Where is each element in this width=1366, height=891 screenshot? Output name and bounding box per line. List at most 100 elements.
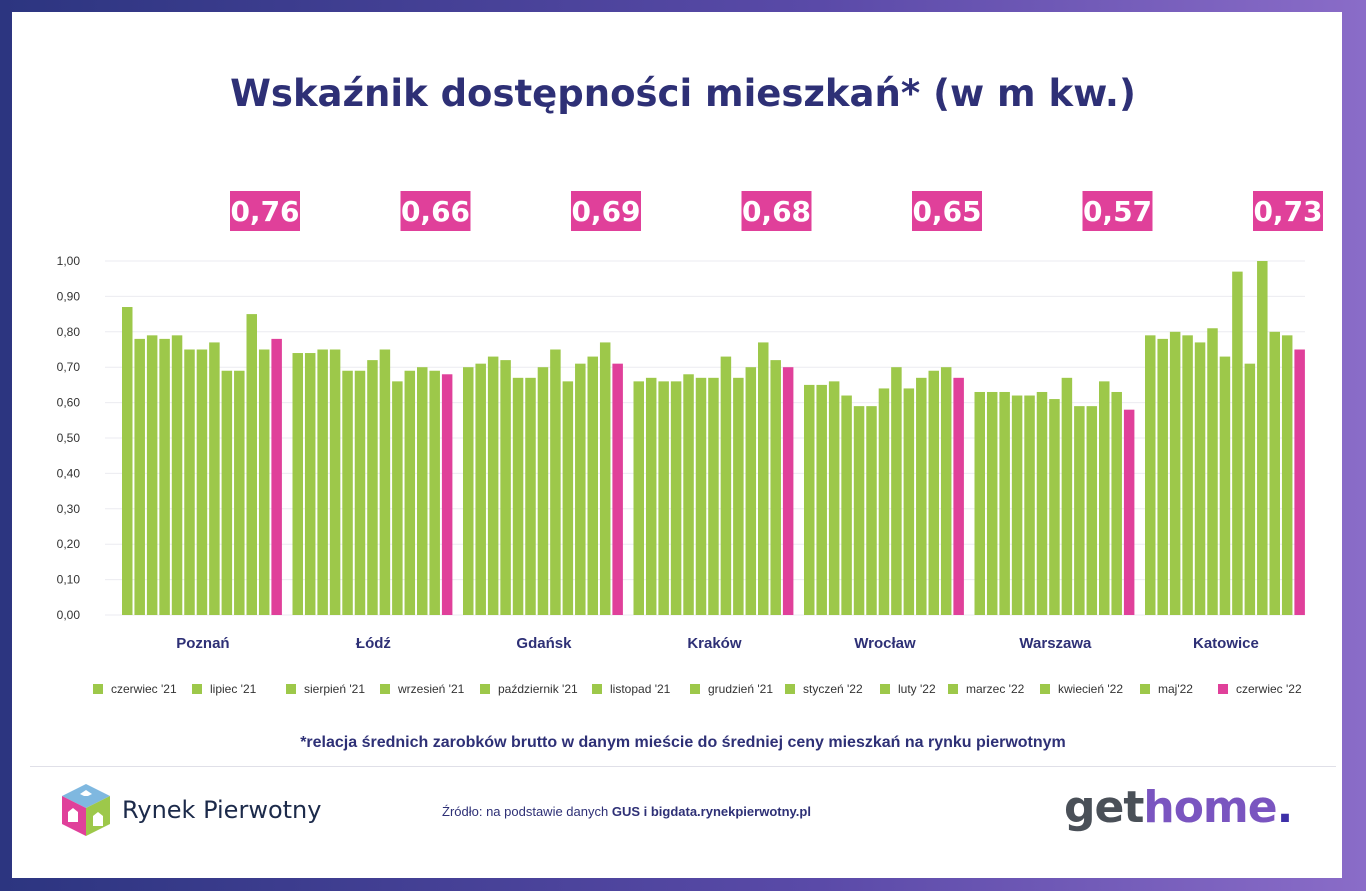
rynek-pierwotny-logo: Rynek Pierwotny [60, 782, 321, 838]
logo-text: Rynek Pierwotny [122, 796, 322, 824]
brand-dot: . [1276, 782, 1294, 833]
bar [670, 381, 682, 615]
bar [1232, 271, 1243, 615]
legend-label: kwiecień '22 [1058, 682, 1123, 696]
bar [683, 374, 694, 615]
bar [903, 388, 915, 615]
legend-label: grudzień '21 [708, 682, 773, 696]
bar [525, 377, 536, 615]
highlight-label-box [400, 191, 471, 231]
bar [782, 367, 794, 615]
bar [354, 370, 366, 615]
highlight-label: 0,68 [742, 195, 811, 228]
bar [441, 374, 453, 615]
bar [537, 367, 549, 615]
cube-logo-icon [62, 784, 110, 836]
x-category-label: Warszawa [1019, 635, 1092, 652]
legend-label: lipiec '21 [210, 682, 257, 696]
bar [367, 360, 378, 615]
y-tick-label: 0,00 [57, 608, 81, 622]
bar [234, 370, 245, 615]
x-category-label: Poznań [176, 635, 229, 652]
bar [804, 384, 815, 615]
legend-swatch [192, 684, 202, 694]
bar [196, 349, 208, 615]
legend-swatch [880, 684, 890, 694]
legend-label: sierpień '21 [304, 682, 365, 696]
legend-label: marzec '22 [966, 682, 1025, 696]
bar [928, 370, 939, 615]
legend-label: maj'22 [1158, 682, 1193, 696]
y-tick-label: 0,20 [57, 537, 81, 551]
legend-label: czerwiec '21 [111, 682, 177, 696]
bar [1099, 381, 1110, 615]
highlight-label-box [1082, 191, 1153, 231]
legend-label: listopad '21 [610, 682, 671, 696]
bar [500, 360, 511, 615]
bar [587, 356, 598, 615]
bar [1219, 356, 1231, 615]
y-tick-label: 0,80 [57, 325, 81, 339]
bar [1157, 338, 1168, 615]
x-category-label: Wrocław [854, 635, 916, 652]
bar [986, 391, 998, 615]
bar [1061, 377, 1073, 615]
source-names: GUS i bigdata.rynekpierwotny.pl [611, 804, 811, 819]
bar [512, 377, 524, 615]
bar [841, 395, 852, 615]
bar [940, 367, 952, 615]
bar [417, 367, 428, 615]
legend-swatch [690, 684, 700, 694]
bar [878, 388, 890, 615]
highlight-label: 0,65 [912, 195, 981, 228]
bar [562, 381, 574, 615]
bar [304, 353, 316, 615]
bar [134, 338, 145, 615]
y-tick-label: 0,70 [57, 360, 81, 374]
bar [292, 353, 303, 615]
bar [733, 377, 744, 615]
bar [745, 367, 757, 615]
y-tick-label: 0,60 [57, 396, 81, 410]
bar [1086, 406, 1098, 615]
bar [550, 349, 561, 615]
bar [317, 349, 328, 615]
legend-label: czerwiec '22 [1236, 682, 1302, 696]
bar [816, 384, 827, 615]
bar [916, 377, 927, 615]
highlight-label: 0,73 [1253, 195, 1322, 228]
bar [1281, 335, 1293, 615]
bar [1207, 328, 1218, 615]
legend-swatch [1140, 684, 1150, 694]
y-tick-label: 0,10 [57, 573, 81, 587]
y-tick-label: 0,30 [57, 502, 81, 516]
highlight-label-box [912, 191, 982, 231]
bar [974, 391, 985, 615]
bar [891, 367, 902, 615]
y-tick-label: 1,00 [57, 254, 81, 268]
highlight-label: 0,57 [1083, 195, 1152, 228]
bar [1074, 406, 1085, 615]
bar [828, 381, 840, 615]
bar [695, 377, 707, 615]
bar [392, 381, 403, 615]
bar [612, 363, 623, 615]
bar [159, 338, 170, 615]
bar [329, 349, 341, 615]
bar [999, 391, 1010, 615]
source-text: Źródło: na podstawie danych GUS i bigdat… [442, 804, 811, 819]
y-tick-label: 0,90 [57, 289, 81, 303]
bar [953, 377, 964, 615]
bar [475, 363, 486, 615]
bar [463, 367, 474, 615]
legend-swatch [948, 684, 958, 694]
bar [429, 370, 440, 615]
brand-get: get [1064, 782, 1144, 833]
highlight-label-box [741, 191, 812, 231]
x-category-label: Kraków [687, 635, 742, 652]
bar [221, 370, 233, 615]
bar [1244, 363, 1256, 615]
bar [1145, 335, 1156, 615]
highlight-label-box [230, 191, 300, 231]
